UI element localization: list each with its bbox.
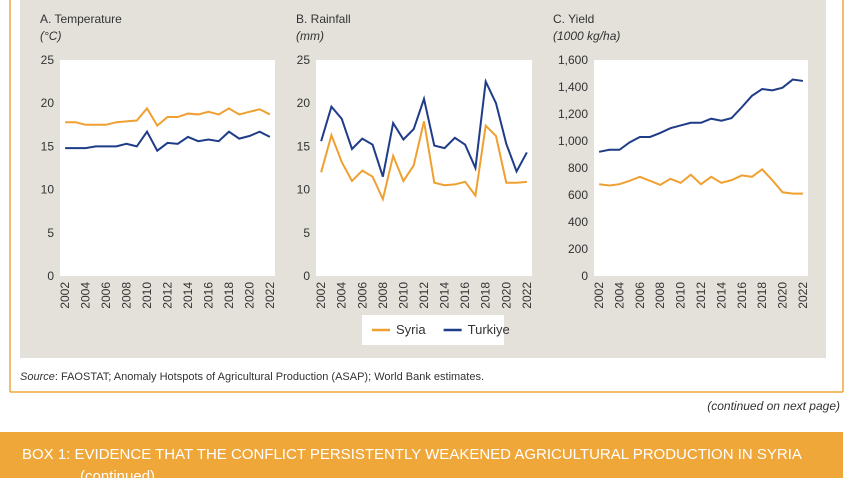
x-tick-label: 2020 bbox=[499, 282, 513, 309]
x-tick-label: 2020 bbox=[776, 282, 790, 309]
x-tick-label: 2016 bbox=[201, 282, 215, 309]
y-tick-label: 20 bbox=[41, 96, 55, 110]
source: Source: FAOSTAT; Anomaly Hotspots of Agr… bbox=[20, 371, 484, 383]
plot-area bbox=[594, 60, 808, 276]
y-tick-label: 20 bbox=[297, 96, 311, 110]
source-label: Source bbox=[20, 371, 55, 383]
x-tick-label: 2006 bbox=[633, 282, 647, 309]
x-tick-label: 2008 bbox=[376, 282, 390, 309]
chart-title: C. Yield bbox=[553, 12, 594, 26]
line-series bbox=[598, 168, 803, 195]
x-tick-label: 2022 bbox=[520, 282, 534, 309]
y-tick-label: 25 bbox=[41, 53, 55, 67]
line-series bbox=[320, 121, 527, 203]
y-tick-label: 5 bbox=[47, 226, 54, 240]
x-tick-label: 2004 bbox=[79, 282, 93, 309]
chart-subtitle: (mm) bbox=[296, 29, 324, 43]
y-tick-label: 0 bbox=[47, 269, 54, 283]
x-tick-label: 2006 bbox=[355, 282, 369, 309]
x-tick-label: 2016 bbox=[735, 282, 749, 309]
y-tick-label: 0 bbox=[581, 269, 588, 283]
x-tick-label: 2002 bbox=[592, 282, 606, 309]
plot-area bbox=[60, 60, 275, 276]
y-tick-label: 600 bbox=[568, 188, 588, 202]
y-tick-label: 25 bbox=[297, 53, 311, 67]
y-tick-label: 1,200 bbox=[558, 107, 588, 121]
y-tick-label: 0 bbox=[303, 269, 310, 283]
x-tick-label: 2014 bbox=[714, 282, 728, 309]
x-tick-label: 2008 bbox=[653, 282, 667, 309]
x-tick-label: 2004 bbox=[612, 282, 626, 309]
line-series bbox=[65, 129, 271, 153]
x-tick-label: 2014 bbox=[181, 282, 195, 309]
x-tick-label: 2012 bbox=[417, 282, 431, 309]
line-series bbox=[598, 78, 804, 153]
x-tick-label: 2010 bbox=[140, 282, 154, 309]
y-tick-label: 200 bbox=[568, 242, 588, 256]
source-text: : FAOSTAT; Anomaly Hotspots of Agricultu… bbox=[55, 371, 484, 383]
chart-subtitle: (°C) bbox=[40, 29, 61, 43]
x-tick-label: 2018 bbox=[479, 282, 493, 309]
chart-title: A. Temperature bbox=[40, 12, 122, 26]
y-tick-label: 15 bbox=[297, 139, 311, 153]
x-tick-label: 2010 bbox=[674, 282, 688, 309]
line-series bbox=[65, 106, 271, 128]
x-tick-label: 2016 bbox=[458, 282, 472, 309]
x-tick-label: 2002 bbox=[58, 282, 72, 309]
line-series bbox=[320, 78, 528, 177]
x-tick-label: 2018 bbox=[222, 282, 236, 309]
y-tick-label: 400 bbox=[568, 215, 588, 229]
plot-area bbox=[316, 60, 532, 276]
x-tick-label: 2022 bbox=[263, 282, 277, 309]
legend-label: Syria bbox=[396, 322, 426, 337]
x-tick-label: 2004 bbox=[335, 282, 349, 309]
x-tick-label: 2022 bbox=[796, 282, 810, 309]
x-tick-label: 2012 bbox=[694, 282, 708, 309]
y-tick-label: 800 bbox=[568, 161, 588, 175]
y-tick-label: 5 bbox=[303, 226, 310, 240]
x-tick-label: 2018 bbox=[755, 282, 769, 309]
legend-label: Turkiye bbox=[468, 322, 510, 337]
x-tick-label: 2012 bbox=[161, 282, 175, 309]
x-tick-label: 2008 bbox=[120, 282, 134, 309]
y-tick-label: 1,600 bbox=[558, 53, 588, 67]
y-tick-label: 10 bbox=[41, 183, 55, 197]
chart-subtitle: (1000 kg/ha) bbox=[553, 29, 620, 43]
y-tick-label: 1,400 bbox=[558, 80, 588, 94]
x-tick-label: 2010 bbox=[396, 282, 410, 309]
x-tick-label: 2002 bbox=[314, 282, 328, 309]
y-tick-label: 15 bbox=[41, 139, 55, 153]
chart-title: B. Rainfall bbox=[296, 12, 351, 26]
x-tick-label: 2014 bbox=[438, 282, 452, 309]
x-tick-label: 2006 bbox=[99, 282, 113, 309]
x-tick-label: 2020 bbox=[242, 282, 256, 309]
y-tick-label: 1,000 bbox=[558, 134, 588, 148]
box-title: BOX 1: EVIDENCE THAT THE CONFLICT PERSIS… bbox=[0, 432, 843, 478]
y-tick-label: 10 bbox=[297, 183, 311, 197]
continued: (continued on next page) bbox=[707, 399, 840, 413]
